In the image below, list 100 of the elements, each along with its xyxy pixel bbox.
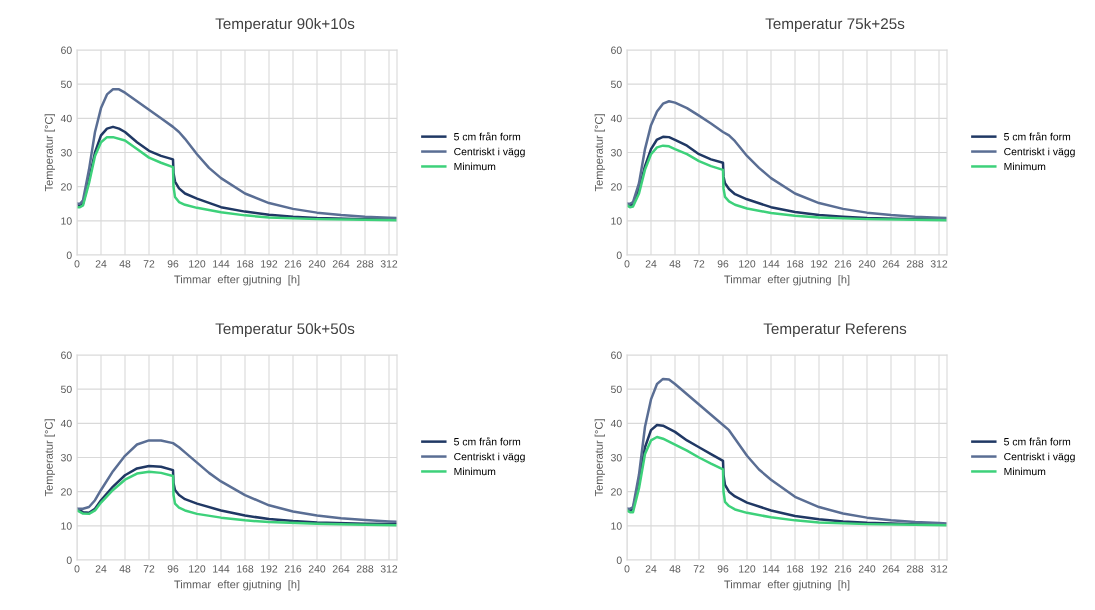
legend-label: Centriskt i vägg [454,147,525,158]
y-tick-label: 20 [61,183,72,191]
x-tick-label: 312 [380,260,398,268]
y-tick-label: 10 [61,522,72,530]
x-tick-label: 72 [143,565,155,573]
y-tick-label: 60 [61,351,72,359]
legend-label: Minimum [454,162,496,171]
x-tick-label: 0 [624,565,630,573]
x-tick-label: 192 [261,260,278,268]
x-tick-label: 72 [693,260,705,268]
x-tick-label: 264 [332,260,350,268]
y-tick-label: 30 [610,149,622,157]
y-axis-title: Temperatur [°C] [594,114,605,192]
x-tick-label: 192 [261,565,278,573]
y-tick-label: 10 [611,522,622,530]
x-tick-label: 216 [284,260,302,268]
x-tick-label: 312 [380,565,398,573]
line-series [77,439,397,523]
y-tick-label: 60 [611,46,622,54]
legend-label: 5 cm från form [454,131,521,141]
x-tick-label: 96 [167,260,179,268]
x-tick-label: 264 [332,565,350,573]
y-tick-label: 30 [60,149,72,157]
chart-title: Temperatur Referens [763,322,907,338]
y-tick-label: 0 [616,251,622,259]
y-tick-label: 50 [610,80,622,89]
y-tick-label: 40 [610,419,622,428]
x-axis-title: Timmar efter gjutning [h] [174,580,300,591]
x-tick-label: 24 [645,565,657,573]
y-tick-label: 50 [60,385,72,394]
chart-title: Temperatur 50k+50s [215,322,355,338]
chart-title: Temperatur 90k+10s [215,17,355,33]
legend-label: Minimum [454,467,496,476]
y-tick-label: 30 [60,454,72,462]
x-tick-label: 120 [739,565,756,573]
y-axis-title: Temperatur [°C] [594,419,605,497]
x-tick-label: 240 [858,260,876,268]
x-tick-label: 168 [787,565,804,573]
y-tick-label: 30 [610,454,622,462]
x-tick-label: 0 [74,260,80,268]
x-tick-label: 264 [882,565,900,573]
x-tick-label: 48 [669,260,681,268]
x-tick-label: 312 [930,260,948,268]
legend-label: 5 cm från form [454,436,521,446]
x-tick-label: 144 [763,565,780,573]
x-tick-label: 96 [717,260,729,268]
y-tick-label: 0 [616,556,622,564]
y-tick-label: 10 [61,217,72,225]
legend-label: Minimum [1004,162,1046,171]
y-tick-label: 40 [60,114,72,123]
x-tick-label: 0 [74,565,80,573]
x-tick-label: 96 [167,565,179,573]
legend-label: 5 cm från form [1004,436,1071,446]
x-tick-label: 288 [906,260,924,268]
y-tick-label: 20 [61,488,72,496]
x-tick-label: 240 [858,565,876,573]
x-tick-label: 120 [189,565,206,573]
y-tick-label: 60 [61,46,72,54]
y-tick-label: 50 [60,80,72,89]
x-tick-label: 24 [95,260,107,268]
x-tick-label: 24 [95,565,107,573]
x-tick-label: 288 [906,565,924,573]
y-tick-label: 60 [611,351,622,359]
x-tick-label: 216 [834,260,852,268]
x-tick-label: 168 [237,260,254,268]
legend-label: 5 cm från form [1004,131,1071,141]
line-series [627,100,947,220]
x-tick-label: 192 [811,260,828,268]
x-tick-label: 168 [237,565,254,573]
y-tick-label: 0 [66,556,72,564]
x-tick-label: 72 [143,260,155,268]
legend-label: Centriskt i vägg [1004,452,1075,463]
line-series [77,88,397,220]
x-tick-label: 144 [213,565,230,573]
x-tick-label: 192 [811,565,828,573]
x-tick-label: 264 [882,260,900,268]
x-tick-label: 312 [930,565,948,573]
x-tick-label: 0 [624,260,630,268]
x-tick-label: 144 [213,260,230,268]
x-tick-label: 240 [308,260,326,268]
y-axis-title: Temperatur [°C] [44,114,55,192]
x-tick-label: 120 [189,260,206,268]
y-tick-label: 20 [611,488,622,496]
x-tick-label: 96 [717,565,729,573]
line-series [627,377,947,525]
x-axis-title: Timmar efter gjutning [h] [174,275,300,286]
legend-label: Centriskt i vägg [1004,147,1075,158]
y-tick-label: 40 [610,114,622,123]
y-tick-label: 10 [611,217,622,225]
x-tick-label: 216 [834,565,852,573]
legend-label: Centriskt i vägg [454,452,525,463]
x-tick-label: 48 [669,565,681,573]
chart-title: Temperatur 75k+25s [765,17,905,33]
x-tick-label: 144 [763,260,780,268]
x-tick-label: 240 [308,565,326,573]
x-tick-label: 120 [739,260,756,268]
x-tick-label: 48 [119,260,131,268]
y-tick-label: 0 [66,251,72,259]
x-axis-title: Timmar efter gjutning [h] [724,580,850,591]
x-tick-label: 288 [356,565,374,573]
